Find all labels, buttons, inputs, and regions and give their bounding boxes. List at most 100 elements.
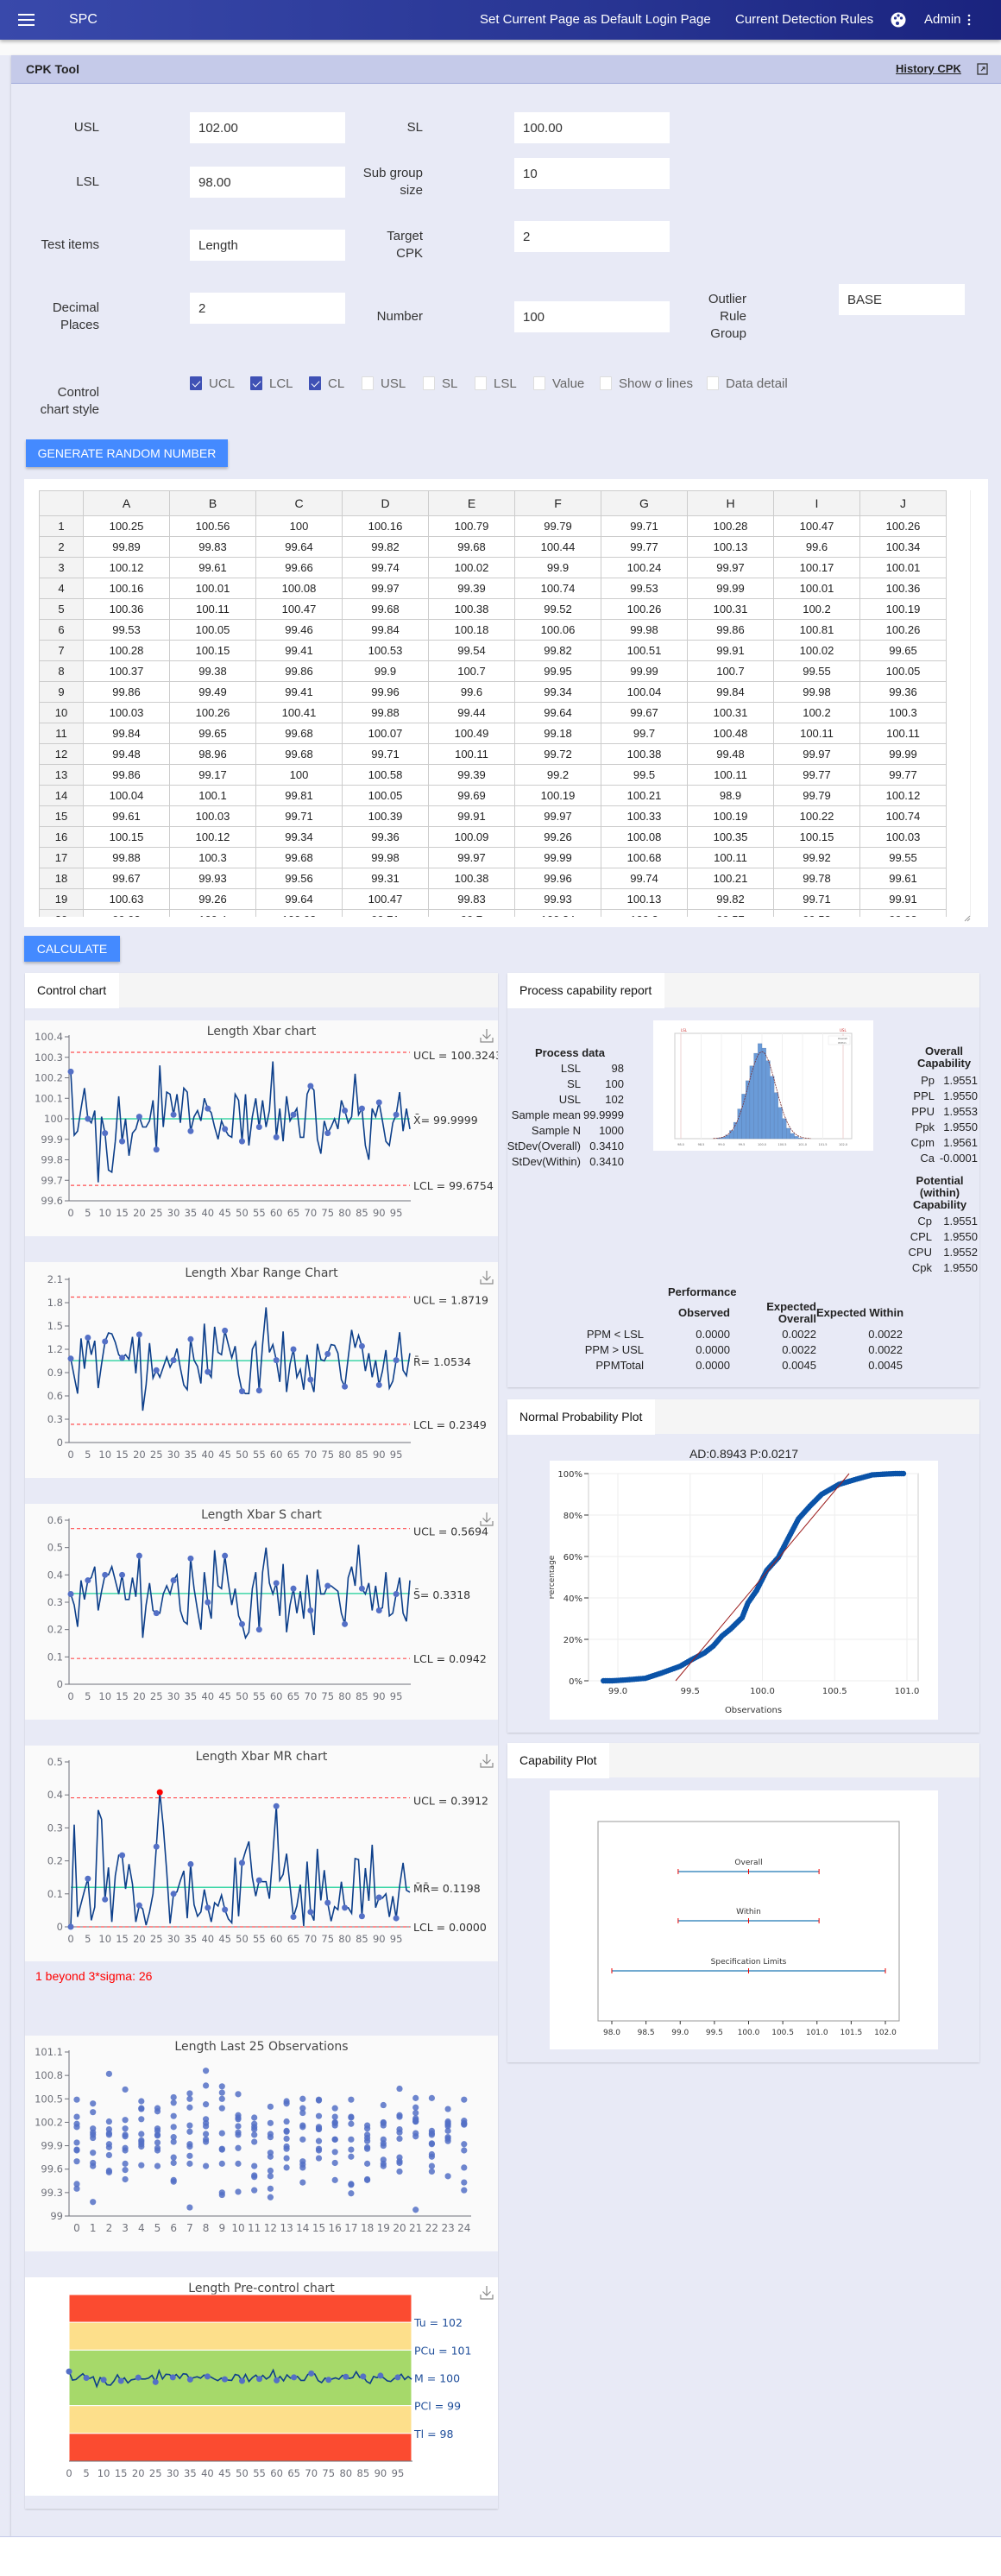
table-cell[interactable]: 99.98 [859,909,947,917]
table-cell[interactable]: 100.48 [687,723,774,744]
table-cell[interactable]: 99.53 [83,619,170,641]
table-cell[interactable]: 99.9 [514,557,601,578]
checkbox-box[interactable] [600,376,612,390]
table-cell[interactable]: 100.36 [859,578,947,599]
table-cell[interactable]: 99.44 [428,702,515,723]
table-cell[interactable]: 100.2 [773,702,860,723]
resize-handle-icon[interactable] [964,915,971,922]
table-cell[interactable]: 100.38 [428,598,515,620]
table-cell[interactable]: 99.99 [514,847,601,868]
table-cell[interactable]: 99.82 [687,888,774,910]
table-cell[interactable]: 100.05 [859,660,947,682]
table-cell[interactable]: 99.39 [428,764,515,786]
table-cell[interactable]: 100.36 [83,598,170,620]
palette-icon[interactable] [890,0,907,56]
table-cell[interactable]: 99.93 [169,868,256,889]
table-cell[interactable]: 100.3 [169,847,256,868]
table-cell[interactable]: 100.25 [83,515,170,537]
table-cell[interactable]: 100.21 [687,868,774,889]
test-items-input[interactable] [190,230,345,261]
table-cell[interactable]: 99.7 [601,723,688,744]
table-cell[interactable]: 99.68 [255,723,343,744]
table-cell[interactable]: 100.38 [601,743,688,765]
table-cell[interactable]: 100.49 [428,723,515,744]
table-cell[interactable]: 99.97 [428,847,515,868]
table-cell[interactable]: 99.99 [687,578,774,599]
table-cell[interactable]: 99.49 [169,681,256,703]
table-cell[interactable]: 99.54 [428,640,515,661]
table-cell[interactable]: 100.07 [342,723,429,744]
table-cell[interactable]: 100 [255,515,343,537]
table-cell[interactable]: 99.97 [773,743,860,765]
set-default-login-page-button[interactable]: Set Current Page as Default Login Page [480,12,711,27]
table-cell[interactable]: 100.16 [83,578,170,599]
table-cell[interactable]: 99.36 [342,826,429,848]
usl-input[interactable] [190,112,345,143]
checkbox-lsl[interactable]: LSL [475,376,517,391]
table-cell[interactable]: 99.83 [428,888,515,910]
outlier-rule-group-select[interactable] [839,284,965,315]
table-cell[interactable]: 98.9 [687,785,774,806]
table-cell[interactable]: 99.34 [514,681,601,703]
table-cell[interactable]: 99.52 [514,598,601,620]
table-cell[interactable]: 99.71 [255,805,343,827]
table-cell[interactable]: 100.11 [687,847,774,868]
table-cell[interactable]: 100.26 [169,702,256,723]
tab-control-chart[interactable]: Control chart [25,973,119,1008]
generate-random-number-button[interactable]: GENERATE RANDOM NUMBER [26,439,228,467]
table-cell[interactable]: 100.11 [859,723,947,744]
table-cell[interactable]: 99.83 [169,536,256,558]
history-cpk-link[interactable]: History CPK [896,62,961,75]
table-cell[interactable]: 100.03 [169,805,256,827]
table-cell[interactable]: 100.08 [255,578,343,599]
table-cell[interactable]: 100.18 [428,619,515,641]
table-cell[interactable]: 100.53 [342,640,429,661]
table-cell[interactable]: 99.97 [514,805,601,827]
lsl-input[interactable] [190,167,345,198]
table-cell[interactable]: 100.12 [859,785,947,806]
table-cell[interactable]: 100.2 [773,598,860,620]
open-external-icon[interactable] [977,63,988,75]
table-cell[interactable]: 100.7 [428,660,515,682]
table-cell[interactable]: 99.77 [601,536,688,558]
table-cell[interactable]: 100.34 [859,536,947,558]
table-cell[interactable]: 99.86 [255,660,343,682]
table-cell[interactable]: 99.18 [514,723,601,744]
table-cell[interactable]: 99.39 [428,578,515,599]
table-cell[interactable]: 99.86 [83,681,170,703]
table-cell[interactable]: 99.38 [169,660,256,682]
table-cell[interactable]: 99.96 [342,681,429,703]
table-cell[interactable]: 99.74 [342,557,429,578]
table-cell[interactable]: 99.79 [773,785,860,806]
table-cell[interactable]: 100.13 [601,888,688,910]
table-cell[interactable]: 100.03 [255,909,343,917]
table-cell[interactable]: 100.02 [773,640,860,661]
column-header[interactable]: H [687,490,774,516]
column-header[interactable]: F [514,490,601,516]
table-cell[interactable]: 99.88 [342,702,429,723]
table-cell[interactable]: 100.31 [687,598,774,620]
table-cell[interactable]: 100.41 [255,702,343,723]
table-cell[interactable]: 99.99 [859,743,947,765]
tab-normal-probability-plot[interactable]: Normal Probability Plot [507,1399,655,1435]
table-cell[interactable]: 99.82 [342,536,429,558]
user-menu[interactable]: Admin [924,12,961,27]
table-cell[interactable]: 99.96 [514,868,601,889]
table-cell[interactable]: 100.2 [601,909,688,917]
table-cell[interactable]: 100.05 [169,619,256,641]
table-cell[interactable]: 100.12 [83,557,170,578]
table-cell[interactable]: 100.81 [773,619,860,641]
more-vert-icon[interactable] [966,0,973,56]
table-cell[interactable]: 100.68 [601,847,688,868]
table-cell[interactable]: 99.71 [342,909,429,917]
table-cell[interactable]: 100.7 [687,660,774,682]
table-cell[interactable]: 100.56 [169,515,256,537]
table-cell[interactable]: 99.99 [601,660,688,682]
table-cell[interactable]: 100.21 [601,785,688,806]
download-icon[interactable] [480,1029,494,1043]
table-cell[interactable]: 99.91 [859,888,947,910]
table-cell[interactable]: 100.47 [342,888,429,910]
table-cell[interactable]: 100.06 [514,619,601,641]
table-cell[interactable]: 100.31 [687,702,774,723]
checkbox-box[interactable] [309,376,321,390]
